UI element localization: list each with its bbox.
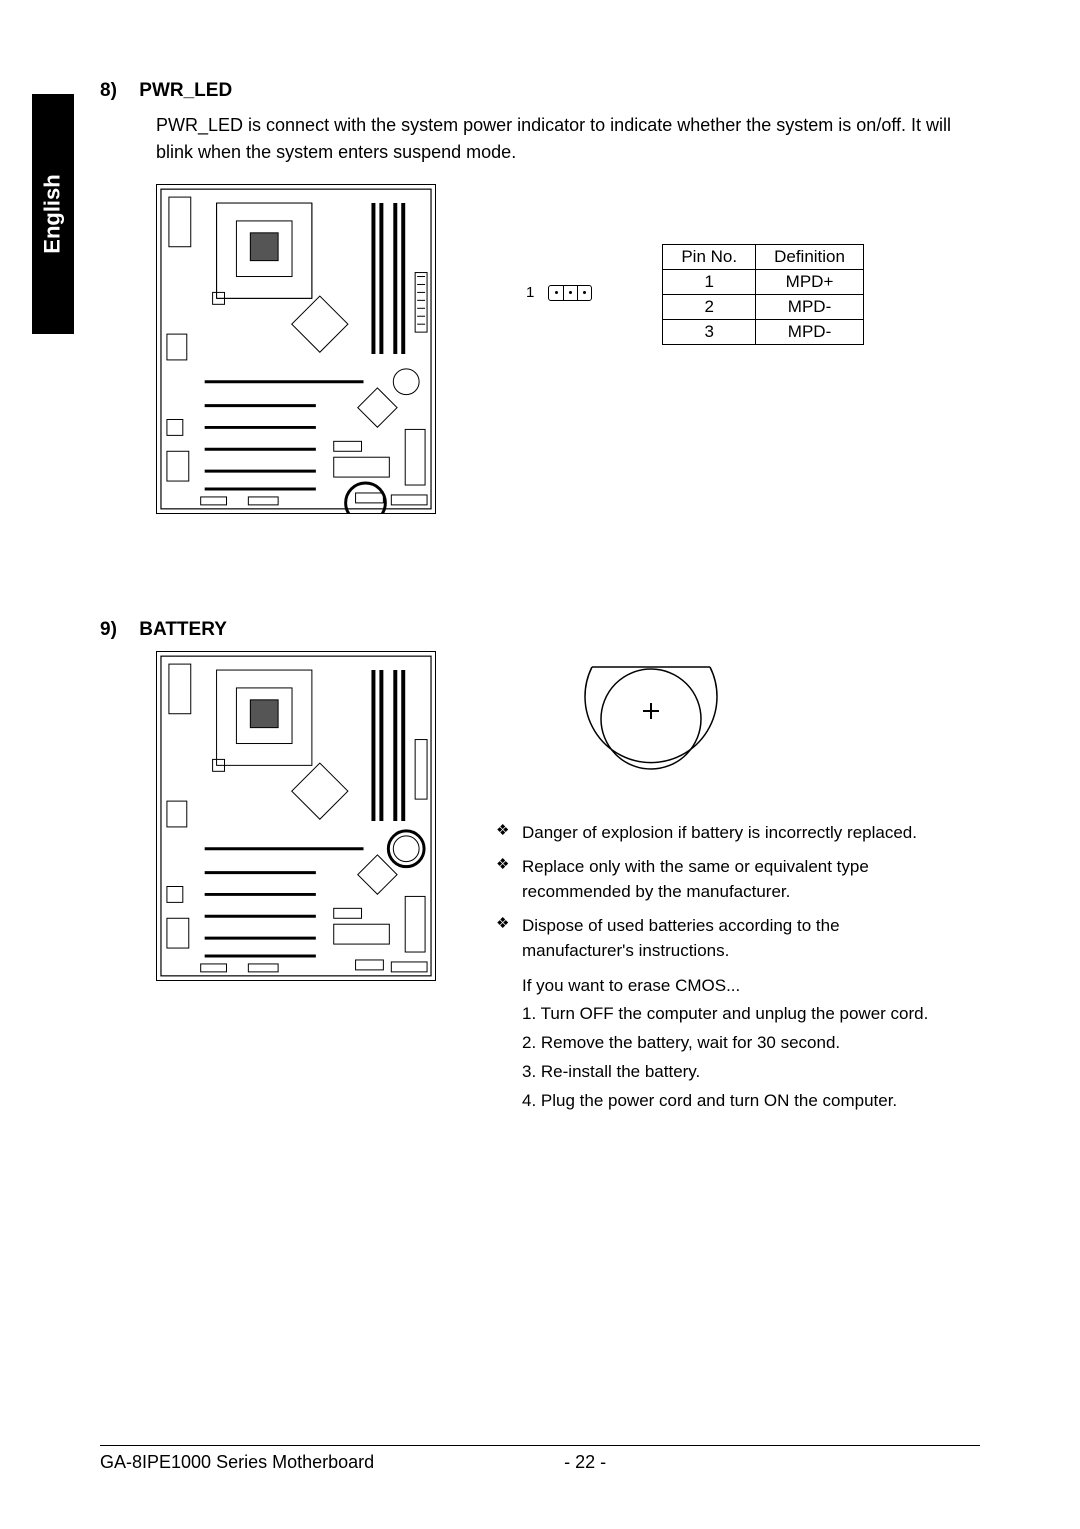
language-tab: English [32, 94, 74, 334]
list-item: Dispose of used batteries according to t… [496, 913, 956, 964]
pwr-led-row: 1 Pin No. Definition 1 MPD [100, 184, 980, 519]
cmos-intro: If you want to erase CMOS... [522, 972, 956, 1001]
section-title: BATTERY [139, 619, 227, 640]
motherboard-diagram-battery [156, 651, 436, 986]
cmos-step: 2. Remove the battery, wait for 30 secon… [522, 1029, 956, 1058]
table-cell: 1 [663, 270, 756, 295]
pin-connector-icon [548, 285, 592, 301]
section-heading: 9) BATTERY [100, 619, 980, 641]
battery-circle-icon [566, 651, 736, 791]
pin-definition-table: Pin No. Definition 1 MPD+ 2 MPD- 3 [662, 244, 864, 345]
motherboard-svg [156, 651, 436, 981]
table-row: 3 MPD- [663, 320, 864, 345]
table-header: Definition [756, 245, 864, 270]
pin-hole-icon [563, 286, 577, 300]
table-row: Pin No. Definition [663, 245, 864, 270]
section-heading: 8) PWR_LED [100, 80, 980, 102]
cmos-step: 3. Re-install the battery. [522, 1058, 956, 1087]
section-title: PWR_LED [139, 80, 232, 101]
table-cell: MPD- [756, 320, 864, 345]
motherboard-diagram-pwrled [156, 184, 436, 519]
table-header: Pin No. [663, 245, 756, 270]
pin-hole-icon [577, 286, 591, 300]
table-cell: MPD+ [756, 270, 864, 295]
motherboard-svg [156, 184, 436, 514]
table-cell: 3 [663, 320, 756, 345]
cmos-step: 4. Plug the power cord and turn ON the c… [522, 1087, 956, 1116]
section-battery: 9) BATTERY [100, 619, 980, 1116]
table-row: 2 MPD- [663, 295, 864, 320]
section-description: PWR_LED is connect with the system power… [156, 112, 976, 166]
list-item: Danger of explosion if battery is incorr… [496, 820, 956, 846]
document-page: English 8) PWR_LED PWR_LED is connect wi… [0, 0, 1080, 1529]
table-cell: 2 [663, 295, 756, 320]
section-pwr-led: 8) PWR_LED PWR_LED is connect with the s… [100, 80, 980, 519]
pin-connector-block: 1 [526, 284, 592, 301]
battery-warnings-list: Danger of explosion if battery is incorr… [496, 820, 956, 964]
table-row: 1 MPD+ [663, 270, 864, 295]
pin-hole-icon [549, 286, 563, 300]
footer-page-number: - 22 - [564, 1452, 606, 1473]
section-number: 9) [100, 619, 134, 641]
language-tab-label: English [40, 174, 66, 253]
pin-one-label: 1 [526, 284, 534, 301]
page-footer: GA-8IPE1000 Series Motherboard - 22 - [100, 1445, 980, 1473]
footer-title: GA-8IPE1000 Series Motherboard [100, 1452, 374, 1473]
cmos-step: 1. Turn OFF the computer and unplug the … [522, 1000, 956, 1029]
list-item: Replace only with the same or equivalent… [496, 854, 956, 905]
section-number: 8) [100, 80, 134, 102]
cmos-erase-steps: If you want to erase CMOS... 1. Turn OFF… [522, 972, 956, 1116]
table-cell: MPD- [756, 295, 864, 320]
battery-row: Danger of explosion if battery is incorr… [100, 651, 980, 1116]
footer-rule [100, 1445, 980, 1446]
battery-info-column: Danger of explosion if battery is incorr… [496, 651, 956, 1116]
